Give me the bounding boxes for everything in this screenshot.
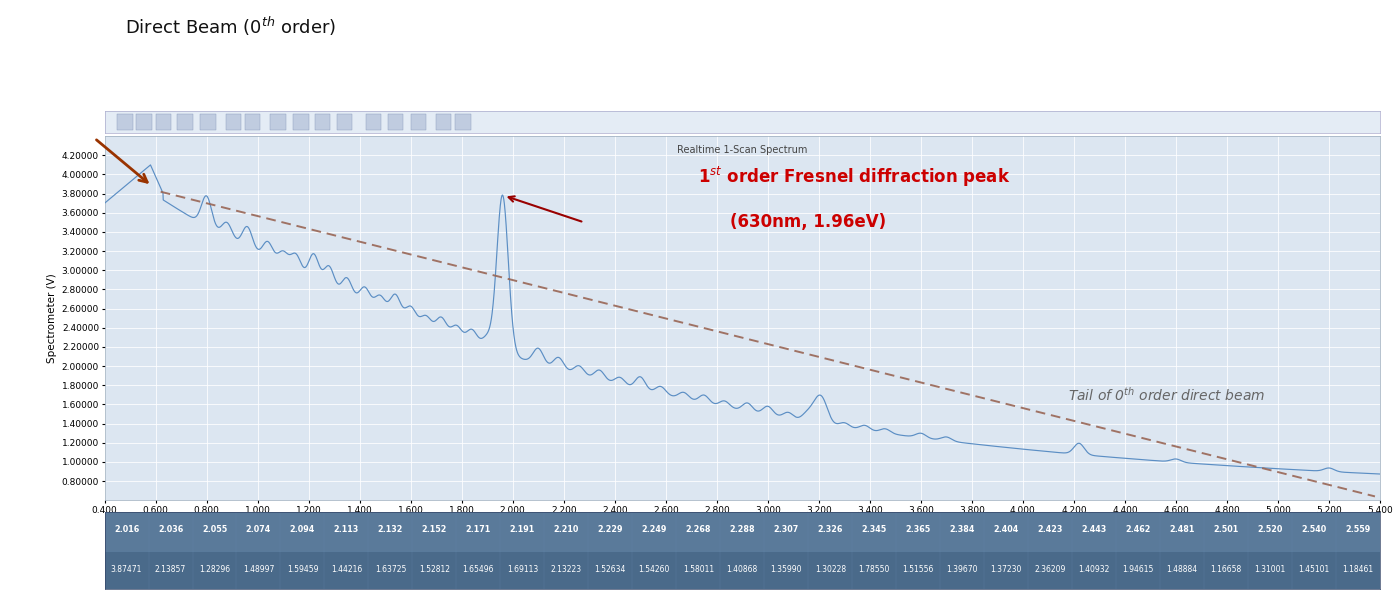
Text: 2.540: 2.540	[1302, 525, 1327, 534]
Y-axis label: Spectrometer (V): Spectrometer (V)	[47, 274, 57, 363]
Text: 1.40868: 1.40868	[726, 565, 758, 574]
Text: 1.35990: 1.35990	[771, 565, 802, 574]
Text: 2.501: 2.501	[1214, 525, 1239, 534]
Bar	[367, 114, 382, 130]
Bar	[117, 114, 132, 130]
Text: 2.094: 2.094	[290, 525, 315, 534]
Bar	[226, 114, 241, 130]
Text: 1.69113: 1.69113	[507, 565, 538, 574]
Text: 2.016: 2.016	[114, 525, 139, 534]
Text: 1.94615: 1.94615	[1122, 565, 1154, 574]
Text: 2.481: 2.481	[1170, 525, 1195, 534]
Text: 2.345: 2.345	[861, 525, 887, 534]
Text: 2.036: 2.036	[158, 525, 183, 534]
Text: 1.54260: 1.54260	[638, 565, 671, 574]
Text: 2.36209: 2.36209	[1034, 565, 1066, 574]
Bar	[270, 114, 286, 130]
Text: 1.44216: 1.44216	[330, 565, 362, 574]
Text: 2.520: 2.520	[1257, 525, 1282, 534]
Text: (630nm, 1.96eV): (630nm, 1.96eV)	[729, 213, 885, 231]
Text: 1$^{st}$ order Fresnel diffraction peak: 1$^{st}$ order Fresnel diffraction peak	[697, 165, 1011, 189]
Text: 2.443: 2.443	[1082, 525, 1107, 534]
Bar	[315, 114, 330, 130]
Text: 2.249: 2.249	[641, 525, 666, 534]
Text: 2.13223: 2.13223	[551, 565, 581, 574]
Bar	[137, 114, 152, 130]
Text: 2.191: 2.191	[510, 525, 535, 534]
Bar	[245, 114, 261, 130]
Text: 2.055: 2.055	[202, 525, 227, 534]
Text: 2.074: 2.074	[245, 525, 270, 534]
Text: 3.87471: 3.87471	[112, 565, 142, 574]
Text: 1.58011: 1.58011	[683, 565, 714, 574]
Text: 2.268: 2.268	[686, 525, 711, 534]
Text: 1.52812: 1.52812	[420, 565, 450, 574]
Text: 2.423: 2.423	[1037, 525, 1062, 534]
Text: 1.31001: 1.31001	[1255, 565, 1285, 574]
Bar	[293, 114, 308, 130]
Text: 2.113: 2.113	[333, 525, 360, 534]
Bar	[177, 114, 192, 130]
Text: 2.210: 2.210	[553, 525, 579, 534]
Text: 1.45101: 1.45101	[1298, 565, 1330, 574]
Text: 1.40932: 1.40932	[1079, 565, 1110, 574]
Text: 2.229: 2.229	[598, 525, 623, 534]
Text: 1.48997: 1.48997	[243, 565, 275, 574]
Text: 1.39670: 1.39670	[947, 565, 979, 574]
Text: 2.171: 2.171	[466, 525, 491, 534]
Text: 1.59459: 1.59459	[287, 565, 318, 574]
Text: Tail of 0$^{th}$ order direct beam: Tail of 0$^{th}$ order direct beam	[1068, 386, 1264, 404]
X-axis label: Energy(eV): Energy(eV)	[710, 519, 775, 532]
Text: 1.63725: 1.63725	[375, 565, 406, 574]
Text: 1.30228: 1.30228	[814, 565, 846, 574]
Bar	[411, 114, 427, 130]
Text: 2.559: 2.559	[1345, 525, 1370, 534]
Text: 2.13857: 2.13857	[155, 565, 187, 574]
Bar	[156, 114, 171, 130]
Text: 2.288: 2.288	[729, 525, 756, 534]
Text: 2.132: 2.132	[378, 525, 403, 534]
Text: 1.16658: 1.16658	[1210, 565, 1242, 574]
Text: 2.462: 2.462	[1125, 525, 1151, 534]
Text: 2.365: 2.365	[906, 525, 931, 534]
Text: 2.404: 2.404	[994, 525, 1019, 534]
Text: 2.326: 2.326	[818, 525, 843, 534]
Bar	[388, 114, 403, 130]
Text: Realtime 1-Scan Spectrum: Realtime 1-Scan Spectrum	[677, 145, 807, 155]
Text: 2.384: 2.384	[949, 525, 974, 534]
Text: 1.51556: 1.51556	[902, 565, 934, 574]
Text: 1.48884: 1.48884	[1167, 565, 1197, 574]
Text: — Spectrometer: — Spectrometer	[40, 565, 102, 574]
Bar	[436, 114, 452, 130]
Text: 2.152: 2.152	[422, 525, 447, 534]
Text: 1.18461: 1.18461	[1342, 565, 1373, 574]
Text: 1.65496: 1.65496	[463, 565, 493, 574]
Bar	[456, 114, 471, 130]
Bar	[337, 114, 353, 130]
Bar	[105, 512, 1380, 551]
Text: 1.37230: 1.37230	[991, 565, 1022, 574]
Text: Direct Beam (0$^{th}$ order): Direct Beam (0$^{th}$ order)	[125, 15, 337, 38]
Text: 2.307: 2.307	[774, 525, 799, 534]
Bar	[201, 114, 216, 130]
Text: 1.28296: 1.28296	[199, 565, 230, 574]
Text: 1.52634: 1.52634	[595, 565, 626, 574]
Text: 1.78550: 1.78550	[859, 565, 889, 574]
